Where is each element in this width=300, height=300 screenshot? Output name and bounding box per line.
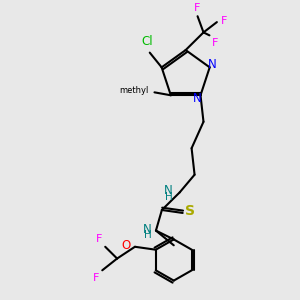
Text: F: F [212,38,219,48]
Text: F: F [194,3,201,13]
Text: F: F [93,273,100,283]
Text: N: N [164,184,172,197]
Text: N: N [208,58,217,71]
Text: S: S [185,205,195,218]
Text: N: N [193,92,202,105]
Text: O: O [121,239,130,252]
Text: N: N [143,223,152,236]
Text: F: F [96,234,103,244]
Text: H: H [144,230,152,240]
Text: Cl: Cl [141,35,153,48]
Text: F: F [221,16,227,26]
Text: methyl: methyl [119,86,148,95]
Text: H: H [164,192,172,202]
